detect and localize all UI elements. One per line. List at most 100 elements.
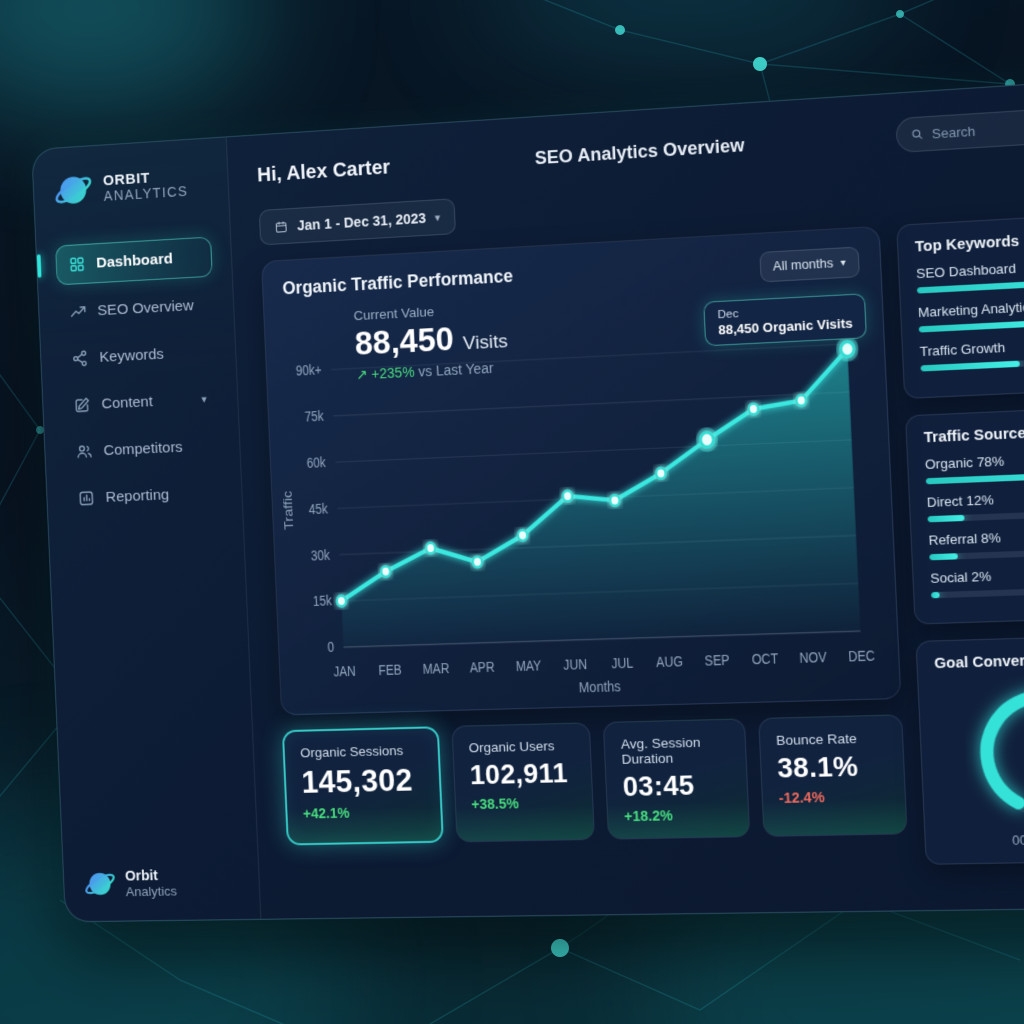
sidebar-item-dashboard[interactable]: Dashboard	[55, 236, 213, 286]
orbit-planet-icon	[82, 866, 117, 902]
search-bar[interactable]	[895, 106, 1024, 154]
footer-brand-bottom: Analytics	[125, 883, 178, 899]
svg-text:45k: 45k	[308, 500, 328, 517]
svg-text:APR: APR	[469, 659, 494, 676]
svg-text:SEP: SEP	[704, 652, 730, 669]
footer-logo: Orbit Analytics	[82, 864, 240, 902]
chevron-down-icon: ▾	[840, 256, 846, 269]
chart-tooltip: Dec 88,450 Organic Visits	[703, 293, 867, 347]
sidebar-item-keywords[interactable]: Keywords	[59, 332, 217, 378]
dashboard-panel: ORBIT ANALYTICS Dashboard SEO Overvi	[31, 75, 1024, 923]
delta-suffix: vs Last Year	[417, 359, 494, 380]
source-bar	[931, 585, 1024, 599]
report-icon	[77, 489, 96, 508]
current-value: 88,450	[354, 319, 455, 362]
stat-delta: +38.5%	[470, 795, 520, 813]
stat-delta: -12.4%	[778, 788, 825, 807]
stat-label: Organic Sessions	[299, 743, 404, 761]
sidebar-item-label: Competitors	[103, 438, 183, 459]
keyword-label: SEO Dashboard	[915, 260, 1017, 282]
chart-title: Organic Traffic Performance	[282, 265, 514, 299]
svg-text:DEC: DEC	[848, 647, 875, 664]
svg-text:MAR: MAR	[422, 660, 449, 677]
app-logo: ORBIT ANALYTICS	[52, 160, 210, 213]
sidebar-item-label: Dashboard	[95, 250, 174, 272]
svg-text:OCT: OCT	[751, 650, 778, 667]
svg-text:MAY: MAY	[515, 657, 541, 674]
months-filter-value: All months	[772, 256, 834, 274]
svg-text:90k+: 90k+	[295, 362, 322, 379]
main-content: Hi, Alex Carter SEO Analytics Overview	[227, 76, 1024, 919]
svg-text:60k: 60k	[306, 454, 326, 471]
stat-card-session-duration: Avg. Session Duration 03:45 +18.2%	[602, 718, 750, 840]
traffic-line-chart: 0 15k 30k 45k 60k 75k 90k+ JAN FEB MAR APR MAY JUN JU…	[280, 315, 875, 696]
keyword-item[interactable]: Marketing Analytics	[917, 294, 1024, 333]
keyword-item[interactable]: Traffic Growth	[919, 334, 1024, 372]
stat-value: 102,911	[469, 758, 569, 791]
source-item: Direct 12%	[926, 486, 1024, 523]
greeting-text: Hi, Alex Carter	[256, 155, 391, 187]
trend-icon	[69, 302, 88, 321]
search-input[interactable]	[931, 117, 1024, 142]
source-label: Referral 8%	[928, 529, 1002, 549]
sidebar-nav: Dashboard SEO Overview Keywords	[55, 236, 223, 519]
top-keywords-title: Top Keywords	[914, 233, 1020, 256]
sidebar-item-label: Keywords	[99, 345, 165, 366]
keyword-item[interactable]: SEO Dashboard	[916, 255, 1024, 294]
svg-text:15k: 15k	[313, 593, 333, 610]
organic-traffic-chart-card: Organic Traffic Performance All months ▾…	[261, 225, 902, 716]
current-value-unit: Visits	[462, 331, 509, 355]
source-item: Organic 78%	[924, 448, 1024, 485]
stat-delta: +42.1%	[302, 804, 350, 822]
brand-name-bottom: ANALYTICS	[103, 182, 189, 204]
stat-card-organic-users: Organic Users 102,911 +38.5%	[450, 722, 596, 843]
svg-text:JUL: JUL	[611, 654, 634, 671]
source-bar	[927, 508, 1024, 523]
conversion-gauge: 8 00 G	[962, 673, 1024, 832]
stat-label: Avg. Session Duration	[620, 734, 701, 767]
sidebar-item-label: Reporting	[105, 486, 170, 506]
source-label: Social 2%	[930, 568, 992, 587]
months-filter-dropdown[interactable]: All months ▾	[758, 246, 860, 283]
goal-conversion-title: Goal Conversio	[933, 652, 1024, 673]
source-label: Direct 12%	[926, 491, 995, 511]
svg-text:Traffic: Traffic	[280, 490, 295, 530]
footer-brand-top: Orbit	[124, 867, 159, 884]
svg-text:JUN: JUN	[563, 656, 587, 673]
traffic-sources-card: Traffic Sources Organic 78% Direct 12% R…	[904, 404, 1024, 625]
traffic-sources-title: Traffic Sources	[923, 425, 1024, 447]
keyword-label: Traffic Growth	[919, 339, 1006, 360]
page-title: SEO Analytics Overview	[534, 134, 745, 168]
svg-text:75k: 75k	[304, 408, 324, 425]
sidebar-item-reporting[interactable]: Reporting	[65, 474, 223, 519]
users-icon	[75, 442, 94, 461]
sidebar-item-label: Content	[101, 392, 154, 412]
stat-label: Bounce Rate	[775, 730, 858, 749]
svg-text:30k: 30k	[311, 547, 331, 564]
stat-value: 38.1%	[776, 751, 859, 784]
sidebar-item-competitors[interactable]: Competitors	[63, 426, 221, 471]
svg-text:NOV: NOV	[799, 649, 827, 666]
search-icon	[910, 127, 923, 142]
date-range-picker[interactable]: Jan 1 - Dec 31, 2023 ▾	[258, 198, 456, 246]
orbit-planet-icon	[52, 168, 95, 213]
stat-card-organic-sessions: Organic Sessions 145,302 +42.1%	[281, 726, 444, 846]
source-bar	[925, 469, 1024, 485]
kpi-row: Organic Sessions 145,302 +42.1% Organic …	[281, 714, 908, 846]
sidebar: ORBIT ANALYTICS Dashboard SEO Overvi	[32, 137, 262, 922]
svg-text:0: 0	[327, 639, 334, 655]
goal-conversion-card: Goal Conversio 8 00 G	[915, 633, 1024, 865]
top-keywords-card: Top Keywords M SEO Dashboard Marketing A…	[896, 210, 1024, 400]
sidebar-item-content[interactable]: Content ▾	[61, 379, 219, 424]
svg-text:JAN: JAN	[333, 663, 356, 680]
source-item: Social 2%	[930, 563, 1024, 599]
gauge-min-label: 00	[1011, 833, 1024, 848]
source-bar	[929, 546, 1024, 561]
delta-value: ↗ +235%	[355, 363, 415, 383]
keyword-label: Marketing Analytics	[917, 298, 1024, 321]
source-label: Organic 78%	[924, 453, 1005, 473]
edit-icon	[73, 395, 92, 414]
sidebar-item-seo-overview[interactable]: SEO Overview	[57, 285, 215, 331]
svg-text:Months: Months	[579, 678, 622, 696]
